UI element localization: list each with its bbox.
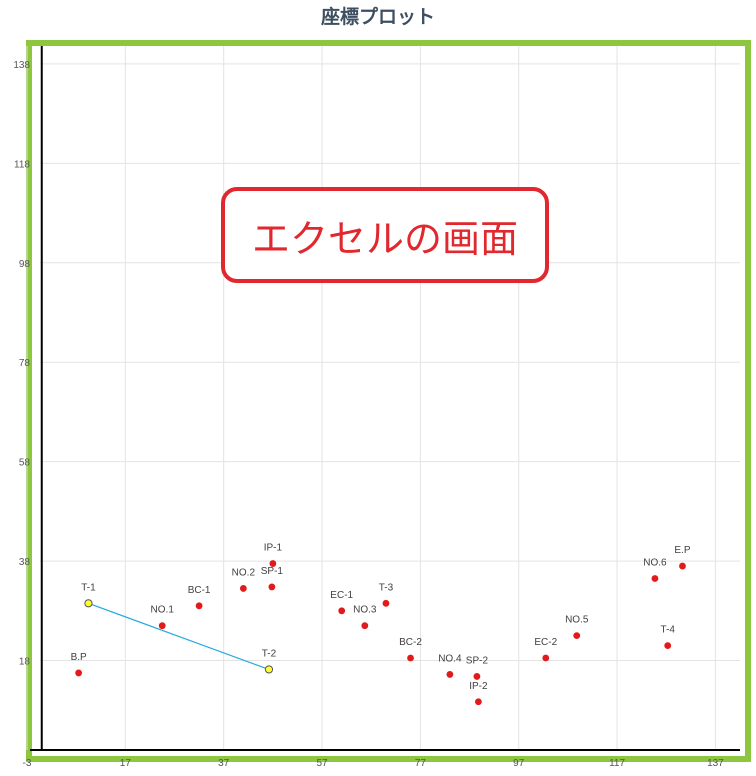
data-label: NO.3 — [353, 605, 377, 616]
data-point — [664, 642, 672, 649]
x-tick-label: 77 — [415, 758, 427, 769]
connector-lines — [88, 602, 270, 671]
data-label: NO.6 — [643, 557, 667, 568]
data-point — [338, 607, 346, 615]
data-label: BC-1 — [188, 585, 211, 596]
data-label: NO.2 — [232, 567, 256, 578]
data-point — [542, 654, 550, 662]
x-tick-label: 57 — [316, 758, 328, 769]
data-label: T-2 — [262, 648, 277, 659]
data-point — [651, 575, 659, 582]
chart-title: 座標プロット — [320, 6, 435, 28]
x-tick-label: -3 — [23, 758, 32, 769]
x-tick-label: 137 — [707, 758, 724, 769]
gridlines — [26, 46, 740, 750]
data-label: SP-1 — [261, 566, 284, 577]
data-point — [382, 599, 390, 607]
y-tick-label: 138 — [13, 60, 30, 71]
x-tick-label: 97 — [513, 758, 525, 769]
data-point — [446, 671, 454, 678]
data-label: SP-2 — [466, 655, 489, 666]
data-point — [679, 562, 686, 570]
data-point — [407, 654, 414, 662]
y-tick-label: 58 — [19, 458, 31, 469]
y-tick-label: 78 — [19, 358, 31, 369]
data-point — [473, 673, 481, 680]
data-label: E.P — [674, 545, 690, 556]
data-label: EC-1 — [330, 590, 353, 601]
data-point — [475, 698, 482, 706]
data-points — [75, 560, 686, 706]
data-point — [573, 632, 581, 640]
data-label: NO.5 — [565, 615, 589, 626]
data-label: T-3 — [379, 582, 394, 593]
data-point — [361, 622, 369, 630]
data-point — [195, 602, 203, 610]
data-label: IP-1 — [264, 543, 283, 554]
axes: -3 17 37 57 77 97 117 137 18 38 58 78 98 118 138 — [13, 46, 740, 769]
data-point-highlighted — [264, 665, 274, 674]
connector-line — [88, 602, 270, 671]
data-label: EC-2 — [534, 637, 557, 648]
x-tick-label: 37 — [218, 758, 230, 769]
data-label: IP-2 — [469, 681, 488, 692]
data-labels: B.P T-1 NO.1 BC-1 NO.2 IP-1 SP-1 T-2 EC-1NO.3 T-3… — [71, 543, 691, 692]
data-point — [75, 669, 83, 677]
x-tick-label: 17 — [120, 758, 132, 769]
data-label: NO.4 — [438, 653, 462, 664]
x-tick-label: 117 — [609, 758, 625, 769]
y-tick-label: 18 — [19, 657, 31, 668]
data-point — [268, 583, 276, 591]
plot-area-frame — [26, 40, 751, 762]
data-point-highlighted — [84, 599, 93, 608]
data-point — [239, 585, 247, 592]
data-point — [158, 622, 166, 630]
y-tick-label: 98 — [19, 259, 31, 270]
data-point — [269, 560, 277, 567]
callout-text: エクセルの画面 — [251, 216, 518, 261]
y-tick-label: 118 — [14, 159, 30, 170]
callout-box: エクセルの画面 — [221, 187, 549, 283]
data-label: BC-2 — [399, 637, 422, 648]
y-tick-label: 38 — [19, 557, 31, 568]
data-label: B.P — [71, 652, 87, 663]
data-label: T-4 — [660, 625, 675, 636]
data-label: T-1 — [81, 582, 96, 593]
data-label: NO.1 — [151, 605, 175, 616]
